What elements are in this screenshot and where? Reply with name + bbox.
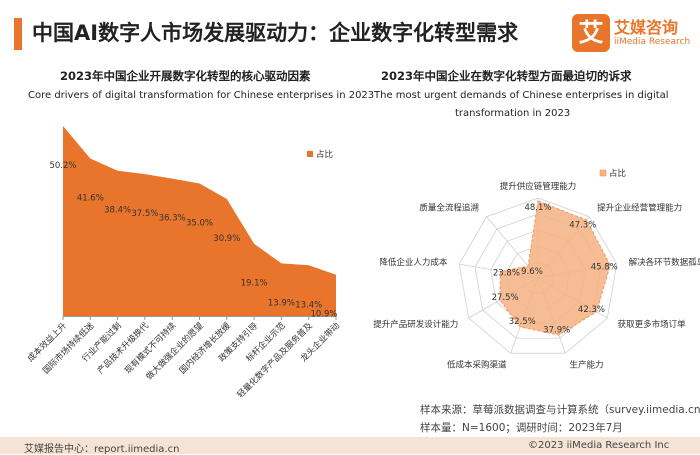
radar-grid-ring xyxy=(458,197,618,354)
footer-bar xyxy=(0,437,700,454)
radar-series xyxy=(499,200,611,336)
axis-label: 质量全流程追溯 xyxy=(419,203,479,214)
legend-label: 占比 xyxy=(316,149,333,160)
data-label: 37.5% xyxy=(131,209,158,219)
radar-chart: 48.1% 47.3% 45.8% 42.3% 37.9% 32.5% 27.5% 23.8%… xyxy=(373,168,700,370)
page-title: 中国AI数字人市场发展驱动力：企业数字化转型需求 xyxy=(32,21,519,45)
logo-name-en: iiMedia Research xyxy=(614,37,691,47)
data-label: 47.3% xyxy=(569,221,596,231)
data-label: 38.4% xyxy=(104,206,131,216)
data-label: 32.5% xyxy=(509,317,536,327)
data-label: 50.2% xyxy=(49,161,76,171)
axis-label: 低成本采购渠道 xyxy=(447,359,507,370)
left-chart-title-cn: 2023年中国企业开展数字化转型的核心驱动因素 xyxy=(60,69,311,83)
data-label: 13.4% xyxy=(295,300,322,310)
legend-swatch xyxy=(307,151,313,157)
data-label: 48.1% xyxy=(524,203,551,213)
data-label: 9.6% xyxy=(521,267,543,277)
area-series xyxy=(63,126,336,316)
axis-label: 提升产品研发设计能力 xyxy=(373,319,458,330)
copyright: ©2023 iiMedia Research Inc xyxy=(528,440,670,451)
logo-name-cn: 艾媒咨询 xyxy=(614,18,679,37)
left-chart-title-en: Core drivers of digital transformation f… xyxy=(28,90,375,101)
data-label: 19.1% xyxy=(241,279,268,289)
right-chart-title-en-2: transformation in 2023 xyxy=(455,108,571,119)
axis-label: 提升企业经营管理能力 xyxy=(597,203,682,214)
data-label: 45.8% xyxy=(591,262,618,272)
data-label: 37.9% xyxy=(543,325,570,335)
area-chart: 50.2% 41.6%38.4% 37.5% 36.3% 35.0%30.9% 19.1%… xyxy=(25,126,342,400)
data-label: 23.8% xyxy=(493,268,520,278)
data-label: 35.0% xyxy=(186,219,213,229)
sample-size: 样本量：N=1600；调研时间：2023年7月 xyxy=(420,422,623,434)
data-label: 30.9% xyxy=(213,234,240,244)
axis-label: 降低企业人力成本 xyxy=(379,257,448,268)
report-center: 艾媒报告中心：report.iimedia.cn xyxy=(24,444,180,455)
data-label: 42.3% xyxy=(578,305,605,315)
legend-label: 占比 xyxy=(609,168,626,179)
data-label: 36.3% xyxy=(159,214,186,224)
data-label: 27.5% xyxy=(492,293,519,303)
axis-label: 解决各环节数据孤岛 xyxy=(629,257,700,268)
axis-label: 提升供应链管理能力 xyxy=(500,181,577,192)
axis-label: 获取更多市场订单 xyxy=(618,319,687,330)
axis-label: 生产能力 xyxy=(569,359,603,370)
data-label: 13.9% xyxy=(268,298,295,308)
right-chart-title-en-1: The most urgent demands of Chinese enter… xyxy=(374,90,669,101)
logo-badge: 艾 xyxy=(572,14,610,52)
data-label: 41.6% xyxy=(77,194,104,204)
title-accent-bar xyxy=(14,18,22,50)
data-label: 10.9% xyxy=(310,310,337,320)
right-chart-title-cn: 2023年中国企业在数字化转型方面最迫切的诉求 xyxy=(381,69,632,83)
legend-swatch xyxy=(599,169,607,177)
iimedia-logo: 艾 艾媒咨询 iiMedia Research xyxy=(572,14,690,54)
sample-source: 样本来源：草莓派数据调查与计算系统（survey.iimedia.cn） xyxy=(420,404,700,416)
